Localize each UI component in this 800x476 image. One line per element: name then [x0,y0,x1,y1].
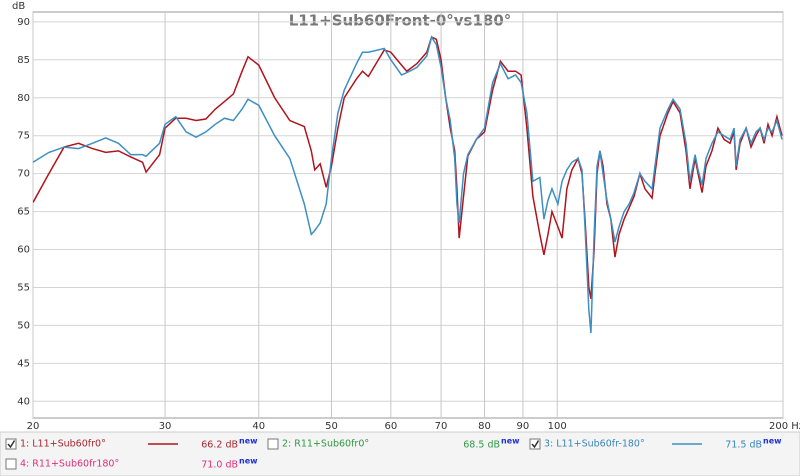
y-axis-label: dB [12,1,25,12]
legend-level: 66.2 dB [201,440,238,451]
legend-checkbox[interactable] [267,438,279,450]
legend-label: 1: L11+Sub60fr0° [20,439,106,450]
x-tick-label: 80 [478,421,491,432]
y-tick-label: 85 [17,55,30,66]
x-tick-label: 40 [252,421,265,432]
y-tick-label: 70 [17,169,30,180]
y-tick-label: 75 [17,131,30,142]
legend-note: new [239,437,258,446]
y-tick-label: 80 [17,93,30,104]
chart-title: L11+Sub60Front-0°vs180° [289,12,512,30]
y-tick-label: 55 [17,282,30,293]
legend-level: 68.5 dB [463,440,500,451]
checkmark [531,440,540,449]
legend-label: 3: L11+Sub60fr-180° [544,439,645,450]
legend-note: new [763,437,782,446]
y-tick-label: 65 [17,207,30,218]
legend-note: new [501,437,520,446]
y-tick-label: 45 [17,358,30,369]
x-tick-label: 60 [384,421,397,432]
y-tick-label: 60 [17,245,30,256]
y-tick-label: 50 [17,320,30,331]
x-tick-label: 50 [325,421,338,432]
legend-checkbox[interactable] [5,438,17,450]
x-tick-label: 90 [517,421,530,432]
x-tick-label: 200 Hz [769,421,800,432]
legend-label: 2: R11+Sub60fr0° [282,439,369,450]
legend-note: new [239,457,258,466]
legend-panel [0,431,800,476]
y-tick-label: 40 [17,396,30,407]
x-tick-label: 20 [27,421,40,432]
checkmark [7,440,16,449]
x-tick-label: 100 [548,421,567,432]
plot-frame [32,11,784,419]
legend-level: 71.5 dB [725,440,762,451]
legend-checkbox[interactable] [5,458,17,470]
series-line [33,35,783,334]
legend-checkbox[interactable] [529,438,541,450]
y-tick-label: 90 [17,17,30,28]
legend-label: 4: R11+Sub60fr180° [20,459,119,470]
x-tick-label: 30 [159,421,172,432]
x-tick-label: 70 [435,421,448,432]
plot-lines [33,35,783,334]
legend-level: 71.0 dB [201,460,238,471]
